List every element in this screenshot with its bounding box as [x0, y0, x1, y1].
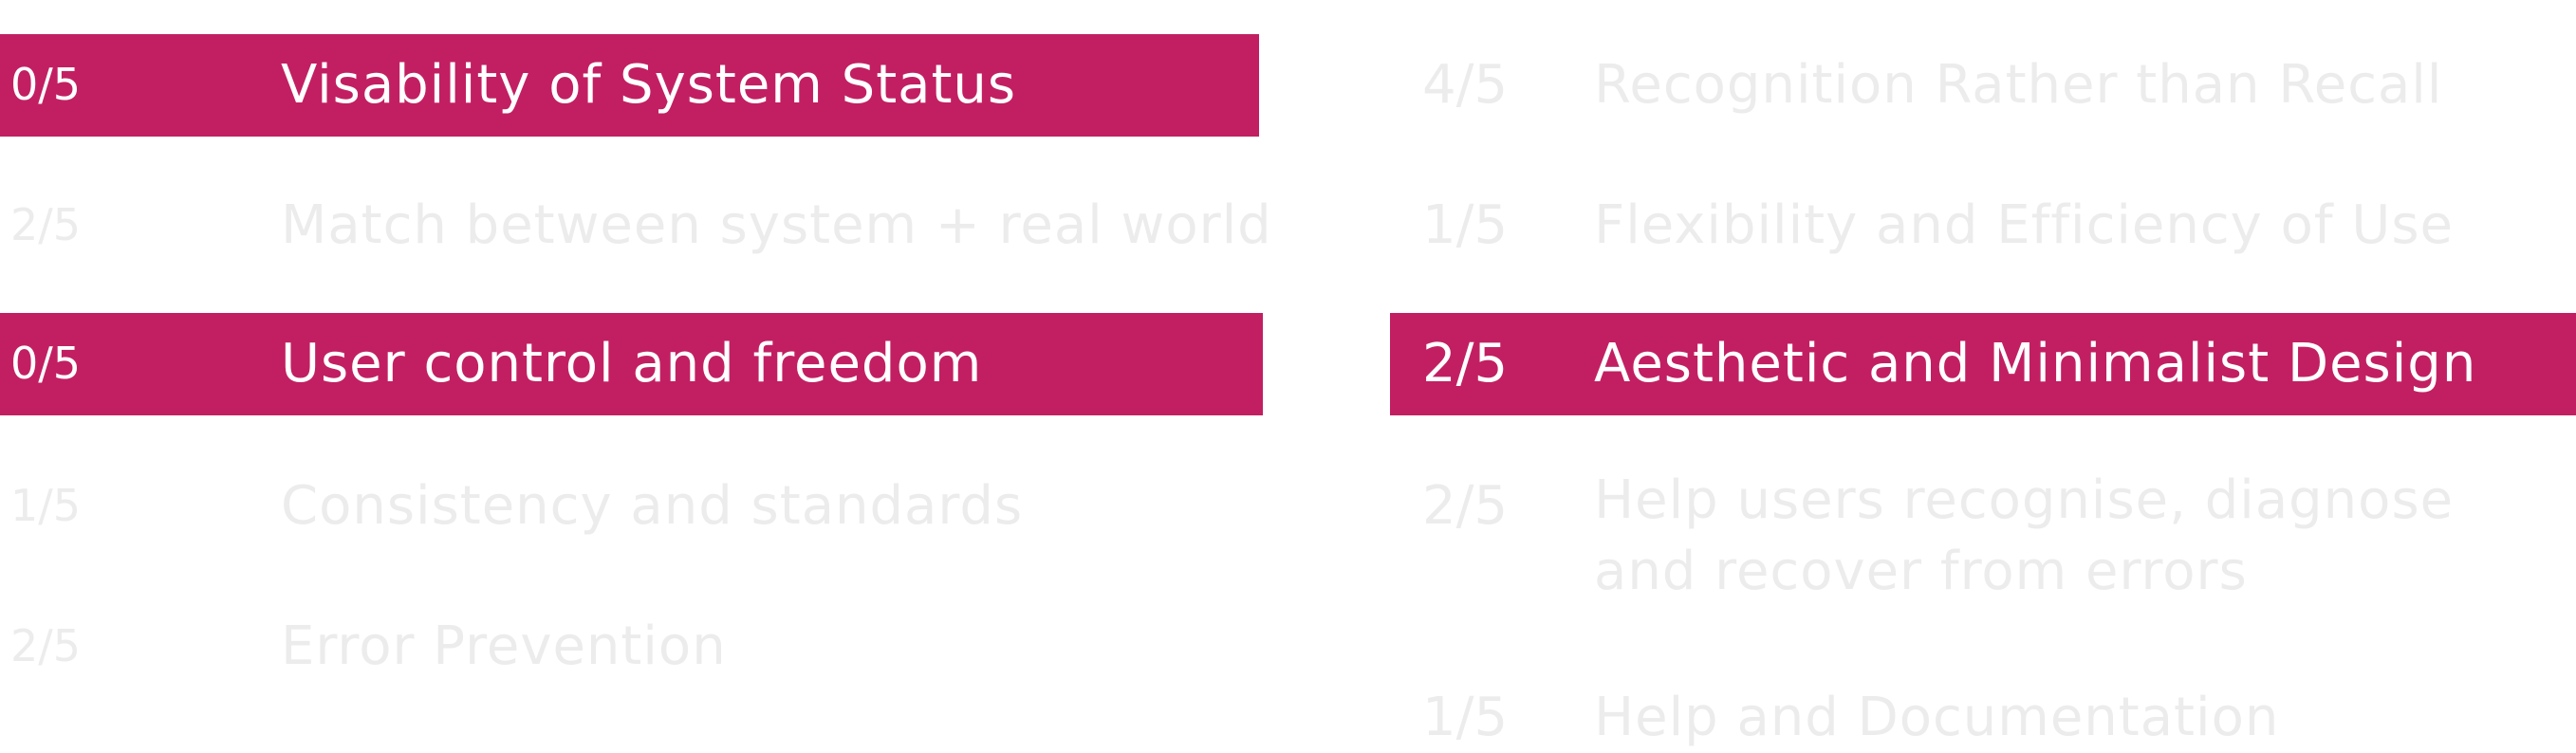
heuristic-score: 2/5: [10, 199, 82, 250]
heuristic-row-aesthetic-and-minimalist-design: 2/5 Aesthetic and Minimalist Design: [1390, 313, 2576, 415]
heuristic-row-help-users-recover-from-errors: 2/5 Help users recognise, diagnose and r…: [1390, 455, 2576, 616]
heuristic-label: Consistency and standards: [281, 475, 1024, 537]
heuristic-label: Error Prevention: [281, 615, 727, 677]
heuristic-row-match-system-real-world: 2/5 Match between system + real world: [0, 174, 1328, 277]
heuristic-row-visibility-of-system-status: 0/5 Visability of System Status: [0, 34, 1259, 137]
heuristic-label: Help and Documentation: [1594, 687, 2280, 748]
heuristic-score: 0/5: [10, 59, 82, 110]
heuristic-label: Match between system + real world: [281, 194, 1272, 256]
heuristic-row-recognition-rather-than-recall: 4/5 Recognition Rather than Recall: [1390, 34, 2576, 137]
heuristic-row-user-control-and-freedom: 0/5 User control and freedom: [0, 313, 1263, 415]
heuristic-label: Recognition Rather than Recall: [1594, 54, 2443, 116]
heuristic-score: 1/5: [1422, 194, 1509, 256]
heuristic-row-flexibility-and-efficiency: 1/5 Flexibility and Efficiency of Use: [1390, 174, 2576, 277]
heuristic-label: Aesthetic and Minimalist Design: [1594, 333, 2477, 395]
heuristic-label: Flexibility and Efficiency of Use: [1594, 194, 2455, 256]
heuristic-score: 2/5: [10, 620, 82, 671]
heuristic-row-help-and-documentation: 1/5 Help and Documentation: [1390, 667, 2576, 753]
heuristic-score: 2/5: [1422, 333, 1509, 395]
heuristic-row-consistency-and-standards: 1/5 Consistency and standards: [0, 455, 1328, 558]
heuristic-label: User control and freedom: [281, 333, 983, 395]
heuristic-score: 1/5: [10, 480, 82, 531]
heuristic-score: 0/5: [10, 338, 82, 389]
heuristic-score: 1/5: [1422, 687, 1509, 748]
heuristic-score: 4/5: [1422, 54, 1509, 116]
heuristic-label: Help users recognise, diagnose and recov…: [1594, 469, 2455, 602]
heuristic-row-error-prevention: 2/5 Error Prevention: [0, 596, 1328, 698]
heuristic-score: 2/5: [1422, 475, 1509, 537]
heuristic-label: Visability of System Status: [281, 54, 1017, 116]
